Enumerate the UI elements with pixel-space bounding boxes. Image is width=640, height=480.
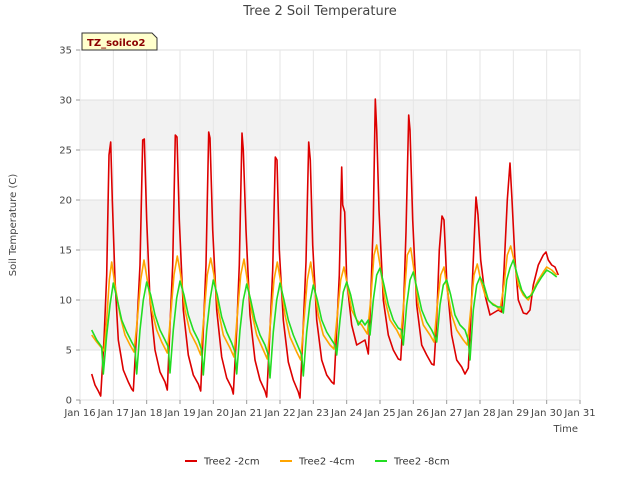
band bbox=[80, 300, 580, 350]
plot-area bbox=[79, 49, 581, 401]
series-line-1 bbox=[90, 98, 560, 399]
x-tick-label: Jan 26 bbox=[397, 408, 429, 419]
legend-label: Tree2 -4cm bbox=[298, 457, 355, 468]
band bbox=[80, 200, 580, 250]
x-axis-ticks: Jan 16 Jan 17 Jan 18 Jan 19 Jan 20 Jan 21 Jan … bbox=[63, 400, 596, 419]
series-line-2 bbox=[91, 244, 558, 361]
legend-label: Tree2 -2cm bbox=[203, 457, 260, 468]
y-tick-label: 5 bbox=[66, 346, 72, 357]
x-tick-label: Jan 17 bbox=[97, 408, 129, 419]
x-tick-label: Jan 28 bbox=[463, 408, 495, 419]
y-tick-label: 10 bbox=[59, 296, 72, 307]
badge-box bbox=[81, 32, 158, 51]
x-tick-label: Jan 16 bbox=[63, 408, 95, 419]
legend: Tree2 -2cm Tree2 -4cm Tree2 -8cm bbox=[185, 457, 450, 468]
series-line-3 bbox=[90, 259, 558, 379]
x-tick-label: Jan 29 bbox=[497, 408, 529, 419]
y-tick-label: 35 bbox=[59, 46, 72, 57]
x-tick-label: Jan 23 bbox=[297, 408, 329, 419]
x-tick-label: Jan 25 bbox=[363, 408, 395, 419]
legend-label: Tree2 -8cm bbox=[393, 457, 450, 468]
x-tick-label: Jan 31 bbox=[563, 408, 595, 419]
y-axis-label: Soil Temperature (C) bbox=[8, 174, 19, 277]
station-badge: TZ_soilco2 bbox=[81, 32, 158, 51]
series-lines bbox=[90, 98, 560, 399]
y-tick-label: 20 bbox=[59, 196, 72, 207]
x-tick-label: Jan 21 bbox=[230, 408, 262, 419]
y-tick-label: 30 bbox=[59, 96, 72, 107]
x-tick-label: Jan 18 bbox=[130, 408, 162, 419]
x-tick-label: Jan 19 bbox=[163, 408, 195, 419]
plot-bands bbox=[80, 100, 580, 350]
y-axis-ticks: 0 5 10 15 20 25 30 35 bbox=[59, 46, 80, 407]
badge-label: TZ_soilco2 bbox=[87, 38, 146, 49]
band bbox=[80, 100, 580, 150]
x-tick-label: Jan 20 bbox=[197, 408, 229, 419]
x-tick-label: Jan 24 bbox=[330, 408, 362, 419]
y-tick-label: 25 bbox=[59, 146, 72, 157]
x-axis-label: Time bbox=[553, 424, 578, 435]
x-tick-label: Jan 22 bbox=[263, 408, 295, 419]
y-tick-label: 15 bbox=[59, 246, 72, 257]
y-tick-label: 0 bbox=[66, 396, 72, 407]
chart-title: Tree 2 Soil Temperature bbox=[242, 4, 397, 19]
x-tick-label: Jan 30 bbox=[530, 408, 562, 419]
x-tick-label: Jan 27 bbox=[430, 408, 462, 419]
